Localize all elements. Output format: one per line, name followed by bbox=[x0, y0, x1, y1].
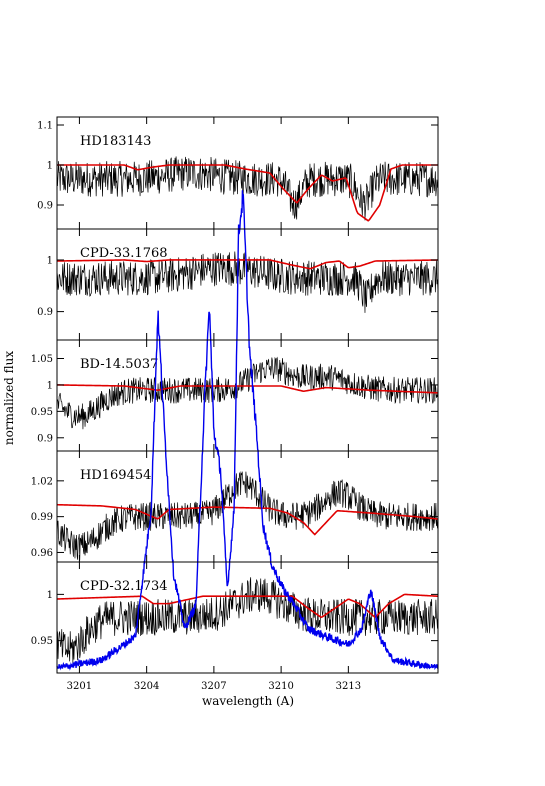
observed-spectrum-line bbox=[57, 471, 438, 561]
y-tick-label: 0.99 bbox=[31, 512, 53, 523]
y-tick-label: 0.9 bbox=[37, 433, 53, 444]
y-tick-label: 1 bbox=[47, 161, 53, 172]
x-tick-label: 3213 bbox=[336, 681, 361, 692]
y-tick-label: 1.02 bbox=[31, 476, 53, 487]
y-tick-label: 1 bbox=[47, 590, 53, 601]
spectrum-panel: 0.95 1 CPD-32.1734 bbox=[31, 562, 438, 673]
spectrum-panel: 0.9 1 1.1 HD183143 bbox=[37, 117, 438, 229]
star-label: CPD-32.1734 bbox=[80, 579, 168, 594]
y-tick-label: 0.9 bbox=[37, 201, 53, 212]
observed-spectrum-line bbox=[57, 251, 438, 313]
x-tick-label: 3210 bbox=[268, 681, 293, 692]
model-spectrum-line bbox=[57, 593, 438, 619]
observed-spectrum-line bbox=[57, 156, 438, 221]
x-tick-label: 3204 bbox=[134, 681, 159, 692]
observed-spectrum-line bbox=[57, 577, 438, 664]
x-tick-label: 3207 bbox=[201, 681, 226, 692]
model-spectrum-line bbox=[57, 384, 438, 394]
x-axis: 3201 3204 3207 3210 3213 bbox=[67, 681, 361, 692]
y-tick-label: 0.9 bbox=[37, 307, 53, 318]
model-spectrum-line bbox=[57, 259, 438, 270]
y-tick-label: 1 bbox=[47, 380, 53, 391]
y-tick-label: 1.05 bbox=[31, 354, 53, 365]
overlay-profile-line bbox=[56, 190, 439, 671]
spectrum-panel: 0.9 0.95 1 1.05 BD-14.5037 bbox=[31, 340, 438, 451]
spectrum-panel: 0.9 1 CPD-33.1768 bbox=[37, 229, 438, 340]
y-tick-label: 0.95 bbox=[31, 407, 53, 418]
star-label: CPD-33.1768 bbox=[80, 246, 168, 261]
y-tick-label: 0.95 bbox=[31, 636, 53, 647]
x-axis-title: wavelength (A) bbox=[202, 694, 294, 708]
model-spectrum-line bbox=[57, 503, 438, 536]
x-tick-label: 3201 bbox=[67, 681, 92, 692]
y-tick-label: 0.96 bbox=[31, 548, 53, 559]
star-label: BD-14.5037 bbox=[80, 357, 158, 372]
y-tick-label: 1 bbox=[47, 255, 53, 266]
y-axis-title: normalized flux bbox=[2, 351, 16, 446]
star-label: HD169454 bbox=[80, 468, 151, 483]
overlay-profile bbox=[56, 190, 439, 671]
spectrum-panel: 0.96 0.99 1.02 HD169454 bbox=[31, 451, 438, 562]
spectra-panels: 0.9 1 1.1 HD183143 0.9 1 CPD-33.1768 0.9 0.95 1 1.… bbox=[31, 117, 438, 673]
panel-frames bbox=[56, 116, 439, 674]
observed-spectrum-line bbox=[57, 356, 438, 430]
panel-frame bbox=[56, 561, 439, 674]
y-tick-label: 1.1 bbox=[37, 121, 53, 132]
star-label: HD183143 bbox=[80, 134, 151, 149]
model-spectrum-line bbox=[57, 164, 438, 222]
